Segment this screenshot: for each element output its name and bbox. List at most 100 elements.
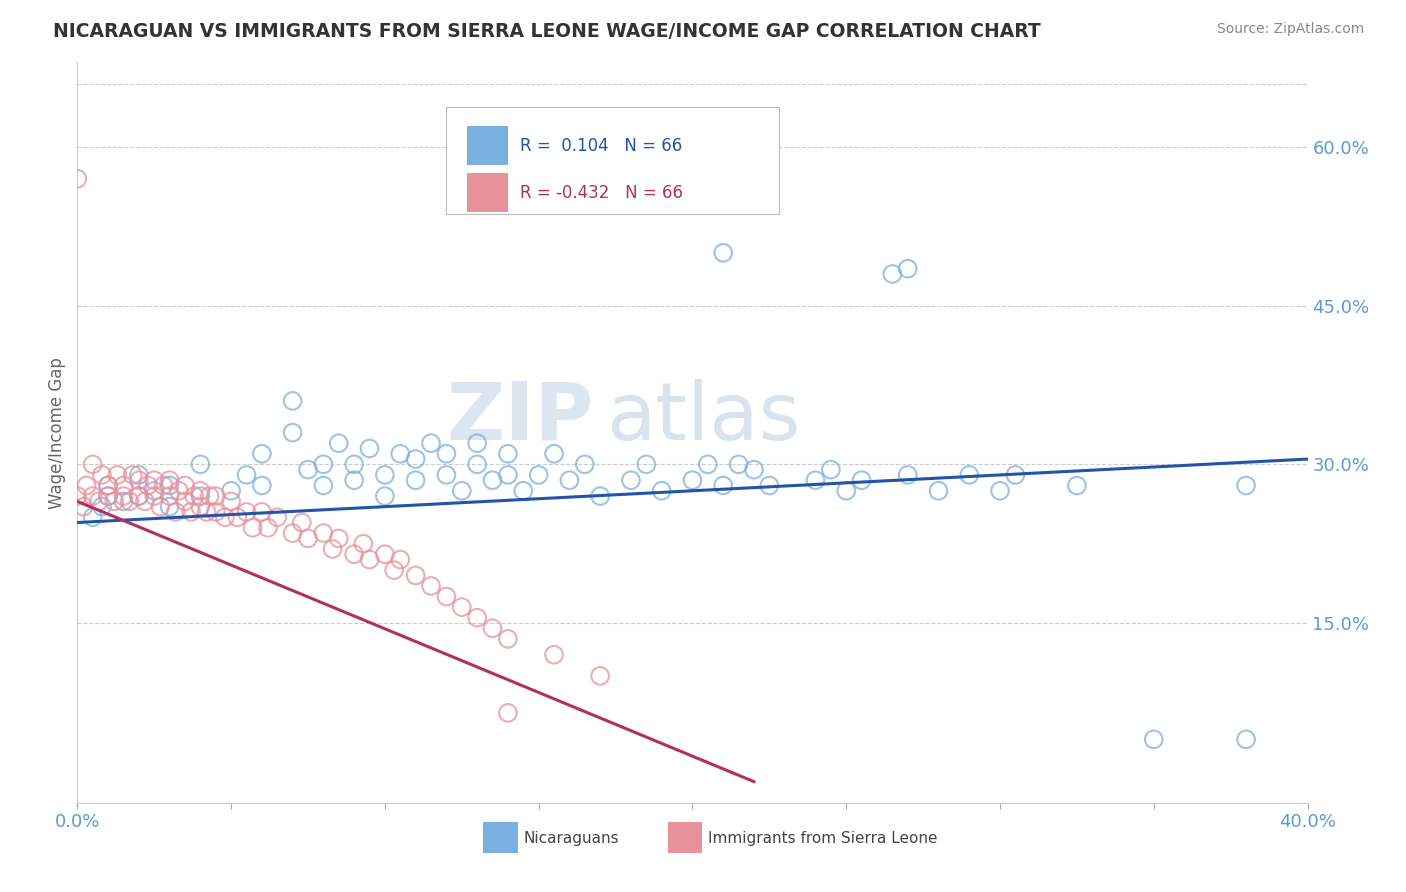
Point (128, 489, 150, 503)
Point (152, 478, 174, 492)
Point (198, 489, 221, 503)
Point (696, 458, 718, 472)
Point (328, 532, 350, 546)
Point (66, 489, 89, 503)
Point (727, 458, 749, 472)
Point (389, 447, 412, 461)
Point (105, 467, 128, 482)
Point (143, 489, 166, 503)
Point (420, 579, 443, 593)
Point (281, 425, 304, 440)
Point (97, 478, 120, 492)
Point (343, 547, 366, 561)
Point (167, 483, 190, 498)
Point (711, 245, 734, 260)
Point (711, 478, 734, 492)
Point (281, 526, 304, 541)
Point (352, 537, 374, 551)
Point (682, 473, 704, 487)
Bar (668, 822, 703, 853)
Point (226, 510, 249, 524)
Point (804, 473, 827, 487)
Point (312, 526, 335, 541)
Point (465, 436, 488, 450)
Point (436, 467, 458, 482)
Point (188, 458, 212, 472)
Point (374, 489, 396, 503)
Point (512, 483, 534, 498)
Text: atlas: atlas (606, 379, 800, 457)
Point (851, 473, 873, 487)
Point (242, 521, 264, 535)
Point (1143, 732, 1166, 747)
Point (82, 458, 104, 472)
Point (897, 261, 920, 276)
Bar (467, 127, 508, 165)
Point (174, 478, 197, 492)
Point (758, 478, 780, 492)
Point (636, 458, 658, 472)
Text: NICARAGUAN VS IMMIGRANTS FROM SIERRA LEONE WAGE/INCOME GAP CORRELATION CHART: NICARAGUAN VS IMMIGRANTS FROM SIERRA LEO… (53, 22, 1042, 41)
Point (112, 494, 135, 508)
Point (188, 489, 212, 503)
Point (204, 505, 226, 519)
Point (112, 478, 135, 492)
Point (250, 478, 273, 492)
Point (420, 436, 443, 450)
Point (620, 473, 643, 487)
FancyBboxPatch shape (447, 107, 779, 214)
Point (76, 478, 98, 492)
Point (180, 505, 202, 519)
Bar (484, 822, 517, 853)
Y-axis label: Wage/Income Gap: Wage/Income Gap (48, 357, 66, 508)
Point (214, 510, 236, 524)
Point (957, 467, 980, 482)
Point (97, 489, 120, 503)
Point (820, 463, 842, 477)
Point (481, 621, 503, 635)
Point (250, 505, 273, 519)
Point (496, 706, 519, 720)
Point (465, 611, 488, 625)
Point (988, 483, 1011, 498)
Point (389, 552, 412, 566)
Point (405, 568, 427, 582)
Point (128, 473, 150, 487)
Point (328, 436, 350, 450)
Point (374, 547, 396, 561)
Point (543, 648, 565, 662)
Point (235, 505, 257, 519)
Point (219, 494, 242, 508)
Point (589, 669, 612, 683)
Point (742, 463, 765, 477)
Text: Source: ZipAtlas.com: Source: ZipAtlas.com (1216, 22, 1364, 37)
Point (128, 489, 150, 503)
Point (882, 267, 904, 281)
Point (134, 494, 156, 508)
Point (136, 478, 159, 492)
Text: R =  0.104   N = 66: R = 0.104 N = 66 (520, 136, 682, 154)
Point (405, 452, 427, 467)
Point (128, 467, 150, 482)
Point (291, 516, 314, 530)
Point (183, 489, 205, 503)
Point (219, 483, 242, 498)
Point (465, 458, 488, 472)
Text: ZIP: ZIP (447, 379, 595, 457)
Point (1234, 478, 1257, 492)
Point (281, 393, 304, 408)
Point (143, 483, 166, 498)
Point (87, 494, 110, 508)
Point (312, 458, 335, 472)
Point (574, 458, 596, 472)
Point (103, 494, 125, 508)
Point (297, 463, 319, 477)
Point (897, 467, 920, 482)
Text: R = -0.432   N = 66: R = -0.432 N = 66 (520, 184, 683, 202)
Point (450, 600, 472, 615)
Point (165, 505, 187, 519)
Point (195, 505, 218, 519)
Point (72, 500, 94, 514)
Point (204, 489, 226, 503)
Point (527, 467, 550, 482)
